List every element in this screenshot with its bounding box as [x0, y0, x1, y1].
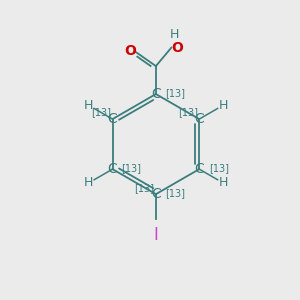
Text: H: H	[84, 99, 93, 112]
Text: [13]: [13]	[121, 163, 141, 173]
Text: [13]: [13]	[91, 107, 111, 117]
Text: H: H	[170, 28, 179, 41]
Text: C: C	[151, 87, 161, 101]
Text: H: H	[218, 99, 228, 112]
Text: C: C	[108, 162, 117, 176]
Text: [13]: [13]	[165, 189, 185, 199]
Text: [13]: [13]	[178, 107, 198, 117]
Text: I: I	[154, 226, 158, 244]
Text: [13]: [13]	[165, 88, 185, 98]
Text: C: C	[194, 112, 204, 126]
Text: C: C	[194, 162, 204, 176]
Text: [13]: [13]	[134, 183, 154, 193]
Text: H: H	[84, 176, 93, 190]
Text: O: O	[124, 44, 136, 58]
Text: O: O	[171, 41, 183, 55]
Text: C: C	[151, 187, 161, 201]
Text: [13]: [13]	[209, 164, 229, 173]
Text: C: C	[108, 112, 117, 126]
Text: H: H	[218, 176, 228, 190]
